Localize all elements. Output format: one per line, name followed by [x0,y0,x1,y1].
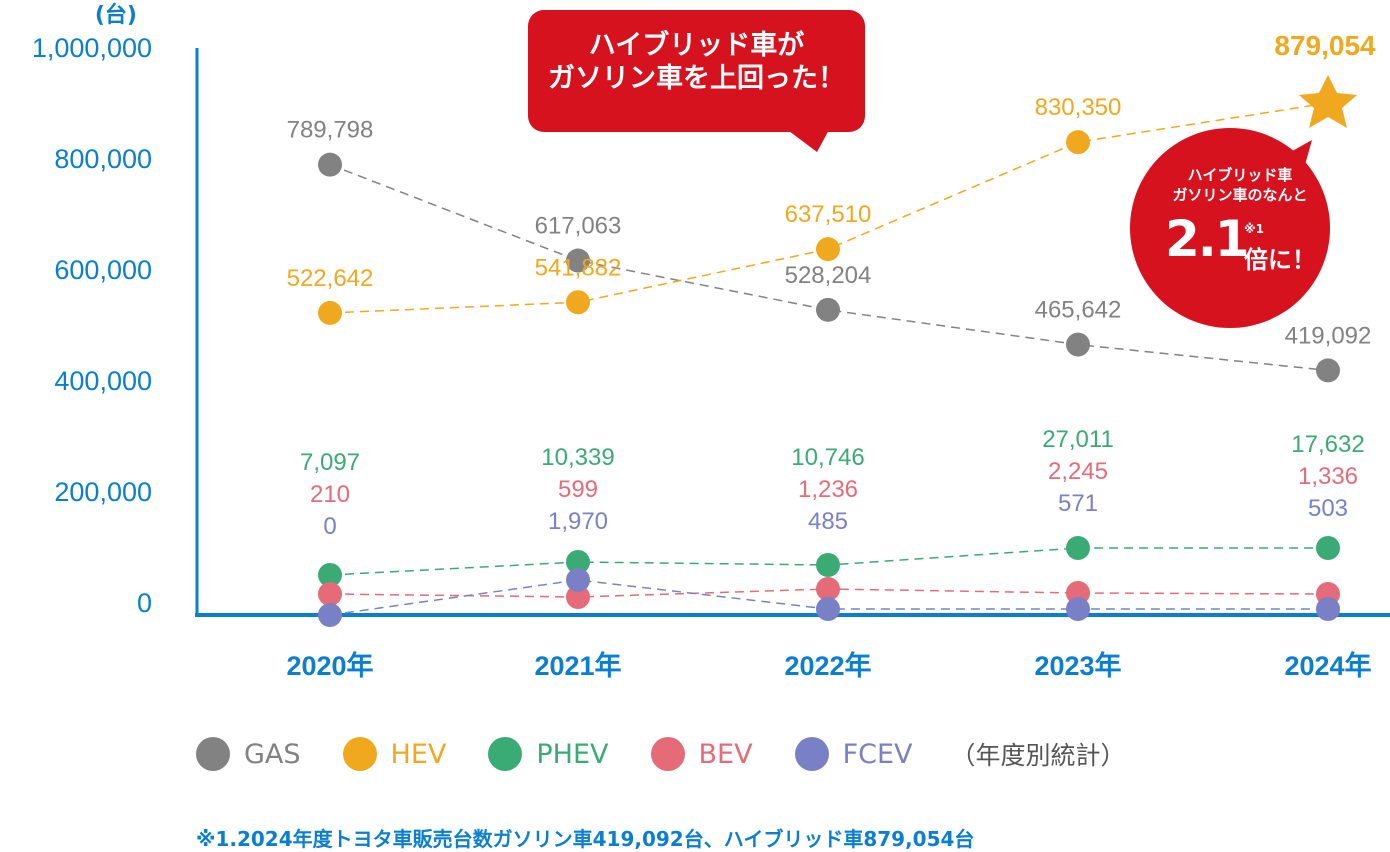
legend-label-phev: PHEV [536,738,609,770]
bubble-text: ハイブリッド車が ガソリン車を上回った！ [528,30,865,96]
point-phev [1066,536,1090,560]
data-label-gas: 419,092 [1285,322,1372,349]
data-label-bev: 210 [310,481,350,508]
footnote: ※1.2024年度トヨタ車販売台数ガソリン車419,092台、ハイブリッド車87… [196,827,975,851]
legend-swatch-phev [488,737,523,771]
circle-text: ハイブリッド車 ガソリン車のなんと [1140,166,1340,205]
data-label-phev: 10,339 [541,444,614,471]
legend-label-gas: GAS [244,738,301,770]
point-bev [816,577,840,601]
point-hev [318,300,342,325]
data-label-gas: 789,798 [287,117,374,144]
data-label-hev: 637,510 [785,201,872,228]
legend-item-hev: HEV [342,737,447,771]
legend-label-hev: HEV [390,738,447,770]
legend-note: （年度別統計） [950,741,1126,770]
data-label-hev: 830,350 [1035,94,1122,121]
x-tick-label: 2020年 [286,650,373,681]
data-label-bev: 2,245 [1048,458,1108,485]
data-label-bev: 1,336 [1298,463,1358,490]
data-label-gas: 617,063 [535,213,622,240]
point-gas [816,297,840,322]
point-phev [816,553,840,577]
point-fcev [816,597,840,621]
legend-item-fcev: FCEV [794,737,913,771]
point-bev [318,582,342,606]
data-label-fcev: 485 [808,508,848,535]
point-fcev [318,603,342,627]
data-label-phev: 27,011 [1042,426,1114,453]
x-tick-label: 2022年 [784,650,871,681]
data-label-fcev: 503 [1308,495,1348,522]
y-tick-label: 600,000 [54,255,152,285]
legend-item-gas: GAS [196,737,301,771]
legend-label-bev: BEV [698,738,753,770]
data-label-phev: 17,632 [1291,431,1364,458]
y-tick-label: 400,000 [54,366,152,396]
point-bev [566,585,590,609]
callout-bubble [528,10,865,152]
x-tick-label: 2021年 [534,650,621,681]
data-label-fcev: 571 [1058,490,1098,517]
bubble-line-1: ハイブリッド車が [588,30,805,61]
legend-swatch-gas [196,737,230,771]
circle-tail-text: 倍に！ [1244,246,1316,274]
data-label-hev: 879,054 [1274,30,1376,61]
point-gas [1066,332,1090,357]
legend-swatch-hev [342,737,377,771]
legend-swatch-fcev [794,737,829,771]
y-tick-label: 800,000 [54,144,152,174]
point-hev [566,290,590,315]
y-tick-label: 0 [137,588,152,618]
point-gas [1316,358,1340,383]
data-label-gas: 465,642 [1035,297,1122,324]
legend-item-bev: BEV [650,737,753,771]
point-hev [1066,130,1090,155]
data-label-hev: 522,642 [287,265,374,292]
data-label-bev: 1,236 [798,476,858,503]
y-tick-label: 200,000 [54,477,152,507]
circle-note-mark: ※1 [1244,222,1265,236]
chart-legend: GAS HEV PHEV BEV FCEV （年度別統計） [196,734,1126,774]
circle-multiplier: 2.1 [1165,210,1250,268]
point-fcev [1066,597,1090,621]
circle-line-1: ハイブリッド車 [1187,166,1293,184]
data-label-phev: 7,097 [300,449,360,476]
data-label-hev: 541,882 [535,254,622,281]
x-tick-label: 2024年 [1284,650,1371,681]
x-tick-label: 2023年 [1034,650,1121,681]
legend-swatch-bev [650,737,685,771]
point-hev [816,237,840,262]
data-label-fcev: 1,970 [548,508,608,535]
y-axis-unit: (台) [95,2,137,28]
series-line-gas [329,163,1329,372]
point-fcev [1316,597,1340,621]
point-fcev [566,568,590,592]
point-phev [318,563,342,587]
point-gas [566,248,590,273]
point-gas [318,152,342,177]
bubble-line-2: ガソリン車を上回った！ [548,62,845,94]
data-label-bev: 599 [558,476,598,503]
callout-circle [1130,128,1330,328]
legend-label-fcev: FCEV [842,738,913,770]
point-phev [566,550,590,574]
data-label-fcev: 0 [323,513,336,540]
star-icon [1299,75,1357,128]
data-label-gas: 528,204 [785,262,872,289]
point-phev [1316,536,1340,560]
y-tick-label: 1,000,000 [32,33,152,63]
data-label-phev: 10,746 [791,444,864,471]
legend-item-phev: PHEV [488,737,609,771]
circle-line-2: ガソリン車のなんと [1172,185,1308,204]
